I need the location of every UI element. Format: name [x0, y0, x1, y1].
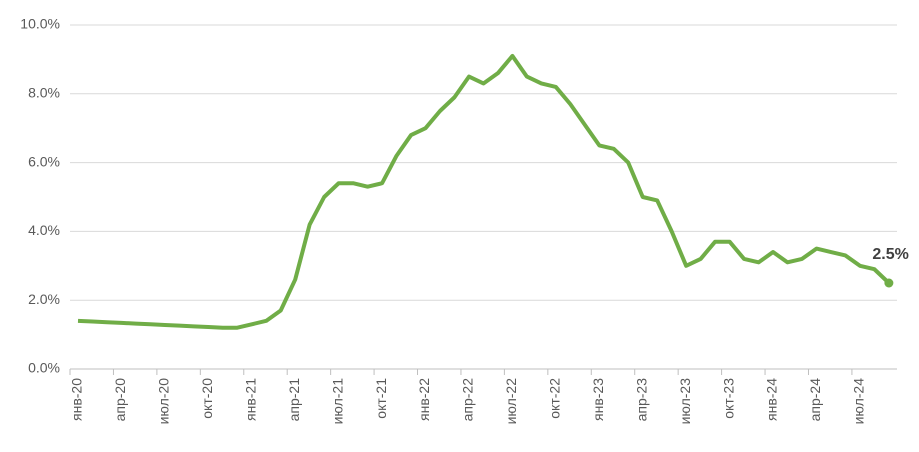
x-tick-label: июл-22: [503, 378, 519, 425]
x-tick-label: окт-23: [720, 378, 736, 419]
x-tick-label: янв-20: [69, 378, 85, 421]
y-tick-label: 2.0%: [28, 291, 60, 307]
y-tick-label: 0.0%: [28, 360, 60, 376]
x-tick-label: янв-21: [242, 378, 258, 421]
x-tick-label: апр-23: [633, 378, 649, 422]
x-tick-label: апр-21: [286, 378, 302, 422]
x-tick-label: апр-22: [460, 378, 476, 422]
x-tick-label: янв-22: [416, 378, 432, 421]
x-tick-label: янв-23: [590, 378, 606, 421]
x-tick-label: апр-20: [112, 378, 128, 422]
value-label: 2.5%: [872, 246, 908, 263]
y-tick-label: 4.0%: [28, 222, 60, 238]
x-tick-label: окт-21: [373, 378, 389, 419]
x-tick-label: окт-22: [547, 378, 563, 419]
x-tick-label: июл-23: [677, 378, 693, 425]
x-tick-label: окт-20: [199, 378, 215, 419]
y-tick-label: 6.0%: [28, 153, 60, 169]
x-tick-label: июл-24: [851, 378, 867, 425]
line: [77, 53, 891, 330]
x-tick-label: янв-24: [764, 378, 780, 421]
y-tick-label: 8.0%: [28, 85, 60, 101]
point: [884, 278, 894, 288]
x-tick-label: июл-20: [156, 378, 172, 425]
x-tick-label: апр-24: [807, 378, 823, 422]
x-tick-label: июл-21: [329, 378, 345, 425]
y-tick-label: 10.0%: [20, 16, 60, 32]
